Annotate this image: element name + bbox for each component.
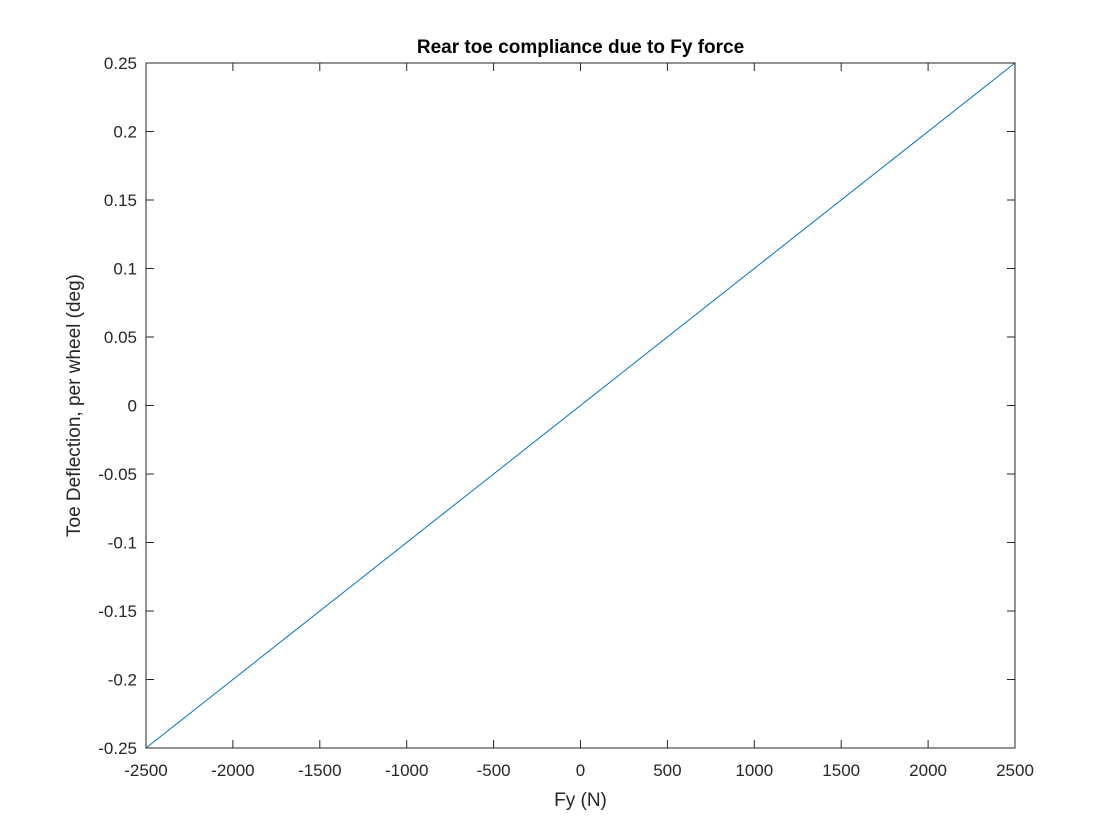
x-tick-label: -1500: [298, 761, 341, 780]
y-tick-label: -0.05: [98, 465, 137, 484]
y-tick-label: 0.2: [113, 123, 137, 142]
x-tick-label: 2000: [909, 761, 947, 780]
y-tick-label: 0.15: [104, 191, 137, 210]
y-tick-label: 0.05: [104, 328, 137, 347]
chart-title: Rear toe compliance due to Fy force: [417, 37, 744, 58]
axes-box: [145, 62, 1016, 749]
y-axis-label: Toe Deflection, per wheel (deg): [64, 274, 85, 537]
y-tick-label: 0: [128, 397, 137, 416]
x-tick-label: -2000: [211, 761, 254, 780]
series-layer: [145, 62, 1016, 749]
y-tick-label: 0.25: [104, 54, 137, 73]
x-tick-label: -500: [477, 761, 511, 780]
y-tick-label: -0.25: [98, 739, 137, 758]
x-tick-label: 0: [576, 761, 585, 780]
y-tick-label: 0.1: [113, 260, 137, 279]
series-line: [145, 62, 1016, 749]
y-tick-label: -0.2: [108, 671, 137, 690]
y-tick-labels: -0.25 -0.2 -0.15 -0.1 -0.05 0 0.05 0.1 0.15 0.2 0.…: [98, 54, 137, 758]
y-tick-label: -0.1: [108, 534, 137, 553]
x-axis-label: Fy (N): [554, 790, 607, 811]
x-tick-label: 1000: [735, 761, 773, 780]
x-tick-label: 500: [653, 761, 681, 780]
x-tick-label: 2500: [996, 761, 1034, 780]
x-tick-labels: -2500 -2000 -1500 -1000 -500 0 500 1000 1500 2000…: [124, 761, 1034, 780]
x-tick-label: 1500: [822, 761, 860, 780]
x-tick-label: -1000: [385, 761, 428, 780]
y-tick-label: -0.15: [98, 602, 137, 621]
x-tick-label: -2500: [124, 761, 167, 780]
